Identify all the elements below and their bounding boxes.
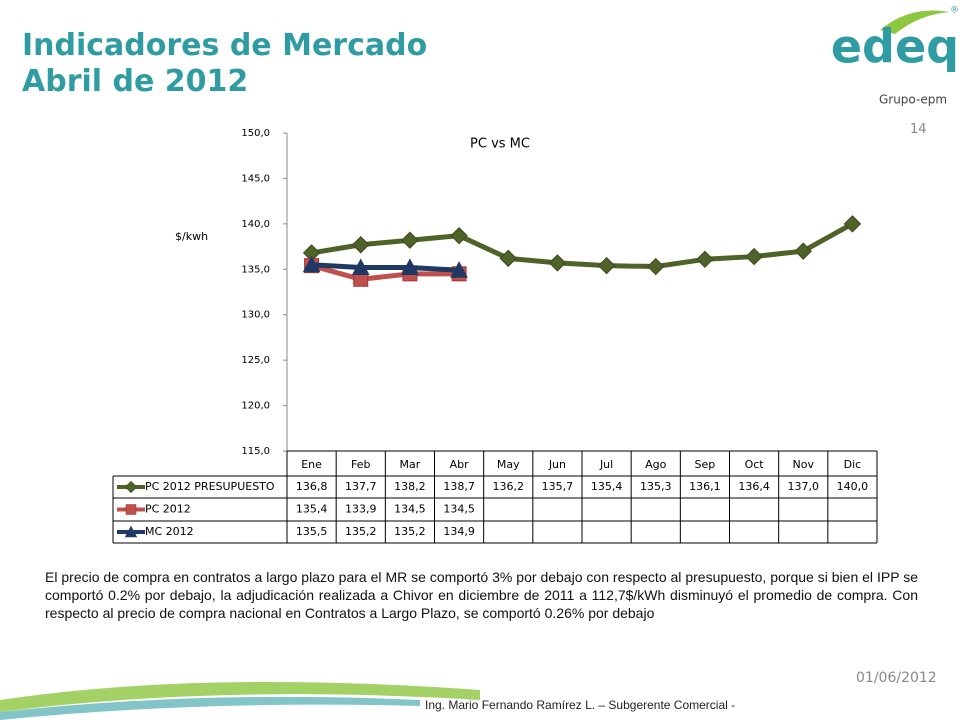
x-tick-label: Ene	[301, 458, 322, 471]
logo-registered: ®	[950, 6, 959, 16]
table-value: 135,5	[296, 525, 328, 538]
y-tick-label: 150,0	[241, 128, 270, 139]
marker	[548, 254, 567, 272]
y-tick-label: 125,0	[241, 355, 270, 366]
table-value: 136,4	[738, 480, 770, 493]
x-tick-label: Nov	[793, 458, 815, 471]
table-value: 136,2	[493, 480, 525, 493]
table-value: 135,2	[394, 525, 426, 538]
x-tick-label: Sep	[695, 458, 716, 471]
series-line	[311, 262, 460, 273]
x-tick-label: Ago	[645, 458, 667, 471]
y-tick-label: 135,0	[241, 264, 270, 275]
table-value: 135,4	[296, 503, 328, 516]
marker	[745, 247, 763, 266]
marker	[499, 249, 517, 268]
swoosh	[0, 696, 420, 720]
series-line	[310, 263, 460, 282]
table-value: 135,7	[542, 480, 574, 493]
marker	[450, 226, 468, 245]
marker	[597, 256, 616, 275]
x-tick-label: May	[497, 458, 520, 471]
marker	[401, 231, 419, 249]
legend-marker	[125, 504, 137, 515]
table-value: 135,4	[591, 480, 623, 493]
marker	[352, 236, 370, 254]
legend-label: PC 2012	[145, 503, 191, 516]
page-number: 14	[910, 122, 927, 137]
y-axis-label: $/kwh	[175, 230, 208, 243]
x-tick-label: Jun	[548, 458, 566, 471]
marker	[302, 255, 321, 273]
swoosh	[0, 682, 480, 712]
marker	[696, 250, 714, 268]
slide-title: Indicadores de Mercado	[22, 28, 428, 63]
table-value: 137,7	[345, 480, 377, 493]
table-value: 140,0	[837, 480, 869, 493]
logo-leaf	[880, 10, 950, 34]
legend-label: PC 2012 PRESUPUESTO	[145, 480, 275, 493]
date: 01/06/2012	[856, 670, 937, 686]
table-value: 138,2	[394, 480, 426, 493]
paragraph: El precio de compra en contratos a largo…	[45, 569, 918, 621]
y-tick-label: 120,0	[241, 401, 270, 412]
table-value: 134,9	[443, 525, 475, 538]
x-tick-label: Feb	[351, 458, 370, 471]
x-tick-label: Dic	[844, 458, 862, 471]
legend-label: MC 2012	[145, 525, 194, 538]
marker	[843, 215, 862, 233]
table-value: 136,1	[689, 480, 721, 493]
x-tick-label: Jul	[599, 458, 613, 471]
slide-subtitle: Abril de 2012	[22, 64, 249, 99]
x-tick-label: Mar	[400, 458, 421, 471]
table-value: 138,7	[443, 480, 475, 493]
table-value: 135,2	[345, 525, 377, 538]
footer: Ing. Mario Fernando Ramírez L. – Subgere…	[425, 698, 736, 712]
table-value: 137,0	[788, 480, 820, 493]
marker	[647, 257, 665, 276]
logo-brand: edeq	[831, 20, 959, 74]
y-tick-label: 130,0	[241, 310, 270, 321]
marker	[351, 258, 370, 275]
marker	[794, 242, 812, 260]
x-tick-label: Oct	[745, 458, 765, 471]
legend-marker	[124, 525, 138, 538]
chart-title: PC vs MC	[470, 137, 530, 152]
y-tick-label: 145,0	[241, 173, 270, 184]
table-value: 135,3	[640, 480, 672, 493]
y-tick-label: 140,0	[241, 219, 270, 230]
series-line	[311, 221, 854, 270]
table-value: 133,9	[345, 503, 377, 516]
table-value: 134,5	[394, 503, 426, 516]
x-tick-label: Abr	[450, 458, 470, 471]
y-tick-label: 115,0	[241, 446, 270, 457]
marker	[401, 258, 419, 275]
table-value: 136,8	[296, 480, 328, 493]
logo-group: Grupo-epm	[879, 93, 947, 107]
table-value: 134,5	[443, 503, 475, 516]
legend-marker	[124, 480, 138, 494]
marker	[450, 261, 468, 278]
